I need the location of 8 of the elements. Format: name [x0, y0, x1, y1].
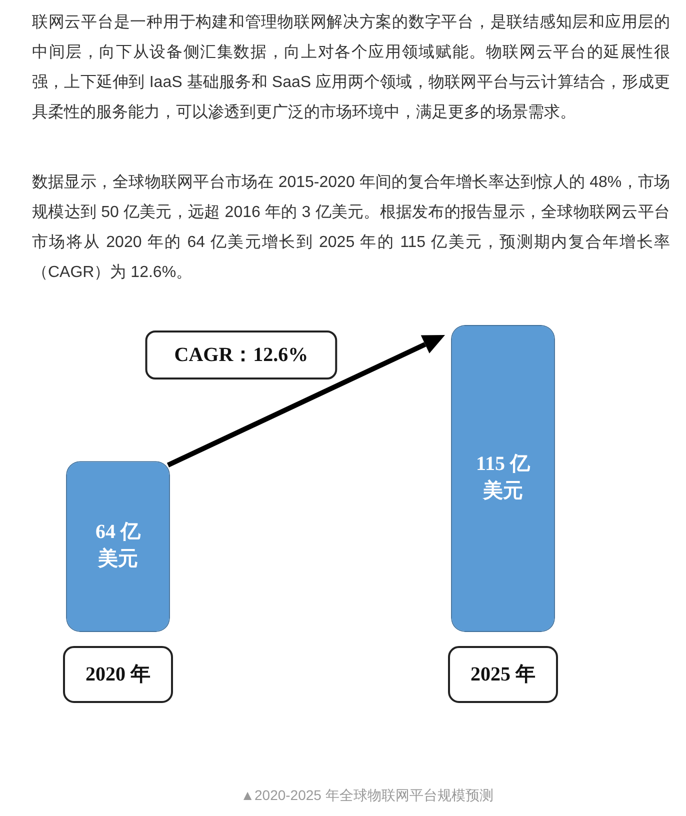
- annotation: CAGR：12.6%: [174, 344, 308, 366]
- text: 数据显示，全球物联网平台市场在 2015-2020 年间的复合年增长率达到惊人的 48%，市场规模达到 50 亿美元，远超 2016 年的 3 亿美元。根据发布的报告显示，全球物联网云平台市场将从 2020 年的 64 亿美元增长到 2025 年的 115 亿美元，预测期内复合年增长率（CAGR）为 12.6%。: [31, 172, 670, 283]
- x-tick-label: 2020 年: [86, 664, 150, 686]
- text: ▲2020-2025 年全球物联网平台规模预测: [240, 786, 494, 804]
- data-label: 64 亿美元: [96, 521, 142, 570]
- x-tick-label: 2025 年: [470, 664, 536, 686]
- text: 联网云平台是一种用于构建和管理物联网解决方案的数字平台，是联结感知层和应用层的中间层，向下从设备侧汇集数据，向上对各个应用领域赋能。物联网云平台的延展性很强，上下延伸到 IaaS 基础服务和 SaaS 应用两个领域，物联网平台与云计算结合，形成更具柔性的服务能力，可以渗透到更广泛的市场环境中，满足更多的场景需求。: [31, 12, 670, 123]
- data-label: 115 亿美元: [476, 453, 531, 502]
